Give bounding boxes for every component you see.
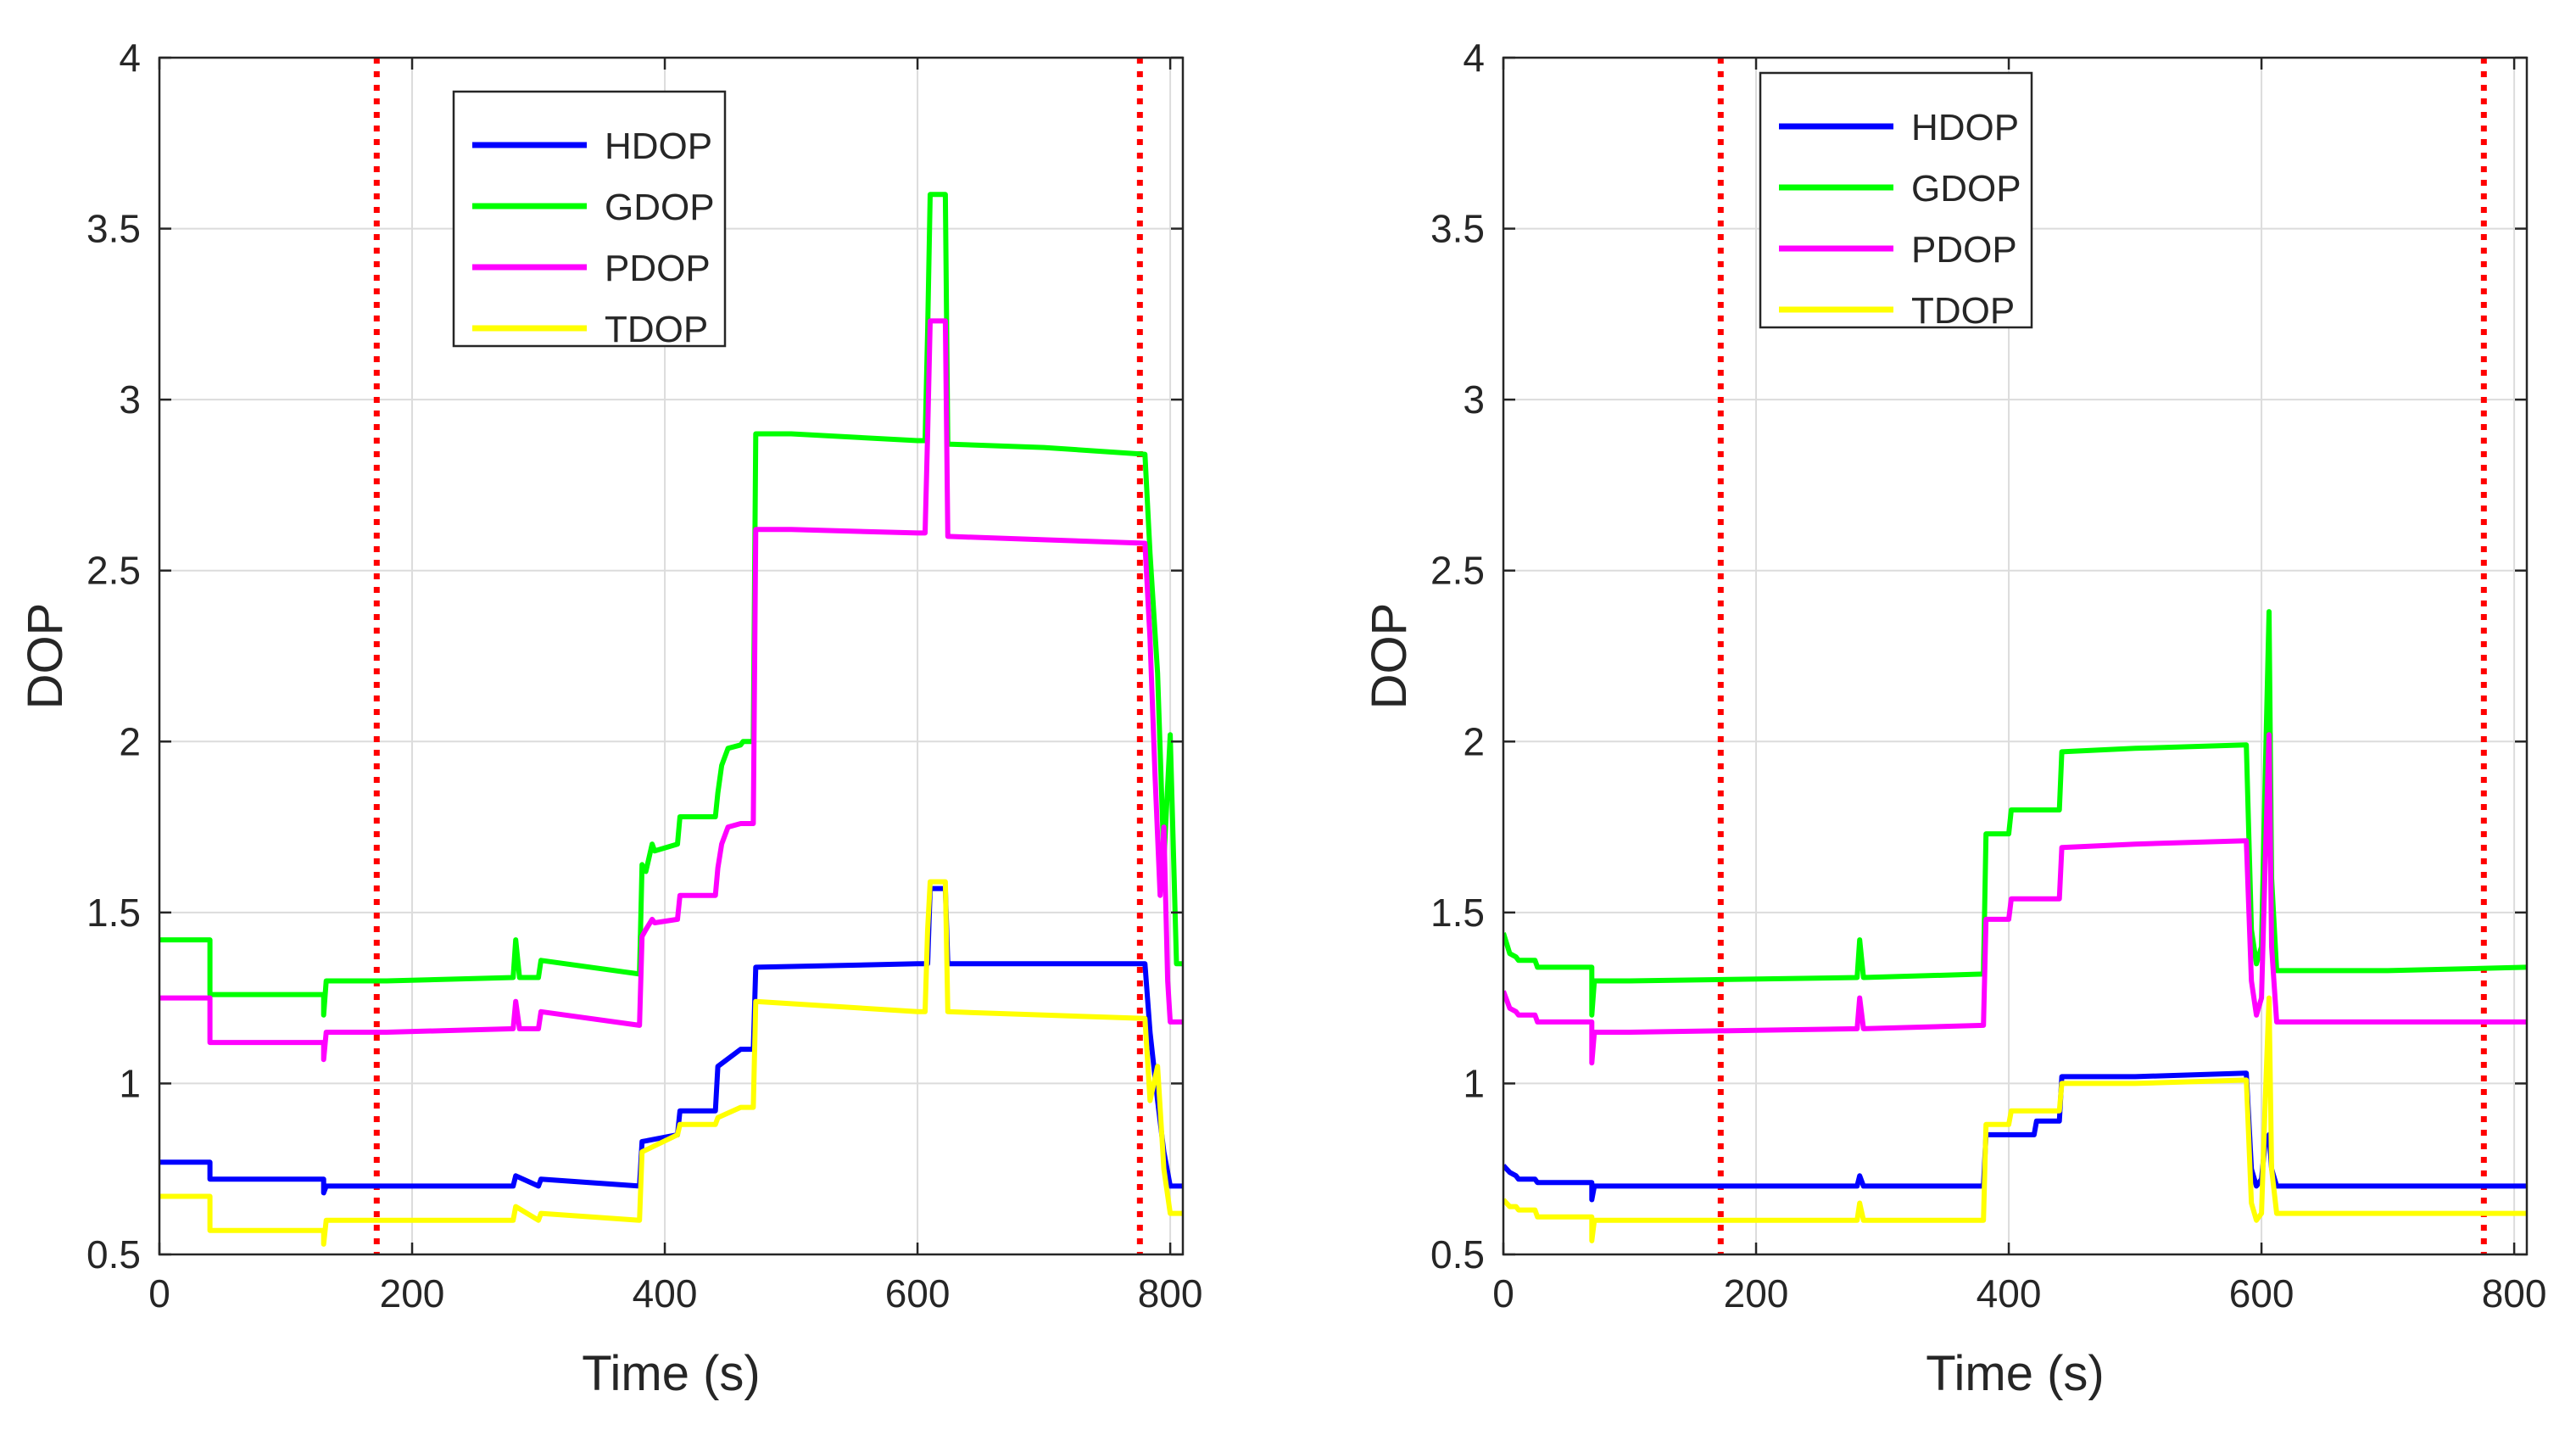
legend-label-hdop: HDOP xyxy=(605,126,712,167)
y-tick-label: 4 xyxy=(119,36,141,80)
series-line-tdop xyxy=(1503,995,2527,1243)
y-axis-label: DOP xyxy=(18,603,73,710)
x-tick-label: 800 xyxy=(1138,1271,1203,1315)
x-tick-label: 200 xyxy=(1724,1271,1789,1315)
legend-label-gdop: GDOP xyxy=(1911,168,2021,209)
x-tick-label: 400 xyxy=(633,1271,698,1315)
legend-label-hdop: HDOP xyxy=(1911,107,2019,148)
y-tick-label: 3 xyxy=(119,377,141,422)
y-tick-label: 2 xyxy=(119,719,141,763)
legend-label-pdop: PDOP xyxy=(1911,229,2017,271)
x-tick-label: 200 xyxy=(380,1271,445,1315)
legend-box xyxy=(1759,71,2033,329)
series-line-gdop xyxy=(1503,609,2527,1018)
y-axis-label: DOP xyxy=(1362,603,1417,710)
series-line-pdop xyxy=(159,318,1183,1063)
axes-frame xyxy=(1502,56,2529,1256)
y-tick-label: 2 xyxy=(1463,719,1485,763)
y-tick-label: 2.5 xyxy=(1430,549,1485,593)
x-tick-label: 600 xyxy=(2229,1271,2294,1315)
series-line-gdop xyxy=(159,192,1183,1018)
series-line-hdop xyxy=(1503,1070,2527,1203)
y-tick-label: 3 xyxy=(1463,377,1485,422)
y-tick-label: 1 xyxy=(1463,1061,1485,1105)
y-tick-label: 0.5 xyxy=(86,1232,141,1276)
legend-label-tdop: TDOP xyxy=(1911,290,2015,332)
x-tick-label: 0 xyxy=(1492,1271,1514,1315)
series-line-tdop xyxy=(159,879,1183,1247)
legend-label-gdop: GDOP xyxy=(605,187,715,228)
y-tick-label: 3.5 xyxy=(1430,207,1485,251)
axes-frame xyxy=(158,56,1185,1256)
series-line-hdop xyxy=(159,885,1183,1196)
x-tick-label: 600 xyxy=(885,1271,951,1315)
legend-box xyxy=(452,90,727,348)
legend-label-tdop: TDOP xyxy=(605,309,708,350)
x-tick-label: 400 xyxy=(1977,1271,2042,1315)
chart-left: 0 200 400 600 800 0.5 1 1.5 2 2.5 3 3.5 4 Time (s) DOP… xyxy=(18,36,1202,1401)
x-tick-label: 800 xyxy=(2482,1271,2547,1315)
x-axis-label: Time (s) xyxy=(582,1346,760,1401)
y-tick-label: 1.5 xyxy=(1430,891,1485,935)
y-tick-label: 1.5 xyxy=(86,891,141,935)
chart-right: 0 200 400 600 800 0.5 1 1.5 2 2.5 3 3.5 4 Time (s) DOP… xyxy=(1362,36,2546,1401)
y-tick-label: 3.5 xyxy=(86,207,141,251)
y-tick-label: 2.5 xyxy=(86,549,141,593)
legend-label-pdop: PDOP xyxy=(605,248,711,289)
x-tick-label: 0 xyxy=(148,1271,170,1315)
x-axis-label: Time (s) xyxy=(1926,1346,2104,1401)
series-line-pdop xyxy=(1503,732,2527,1066)
y-tick-label: 0.5 xyxy=(1430,1232,1485,1276)
y-tick-label: 1 xyxy=(119,1061,141,1105)
y-tick-label: 4 xyxy=(1463,36,1485,80)
